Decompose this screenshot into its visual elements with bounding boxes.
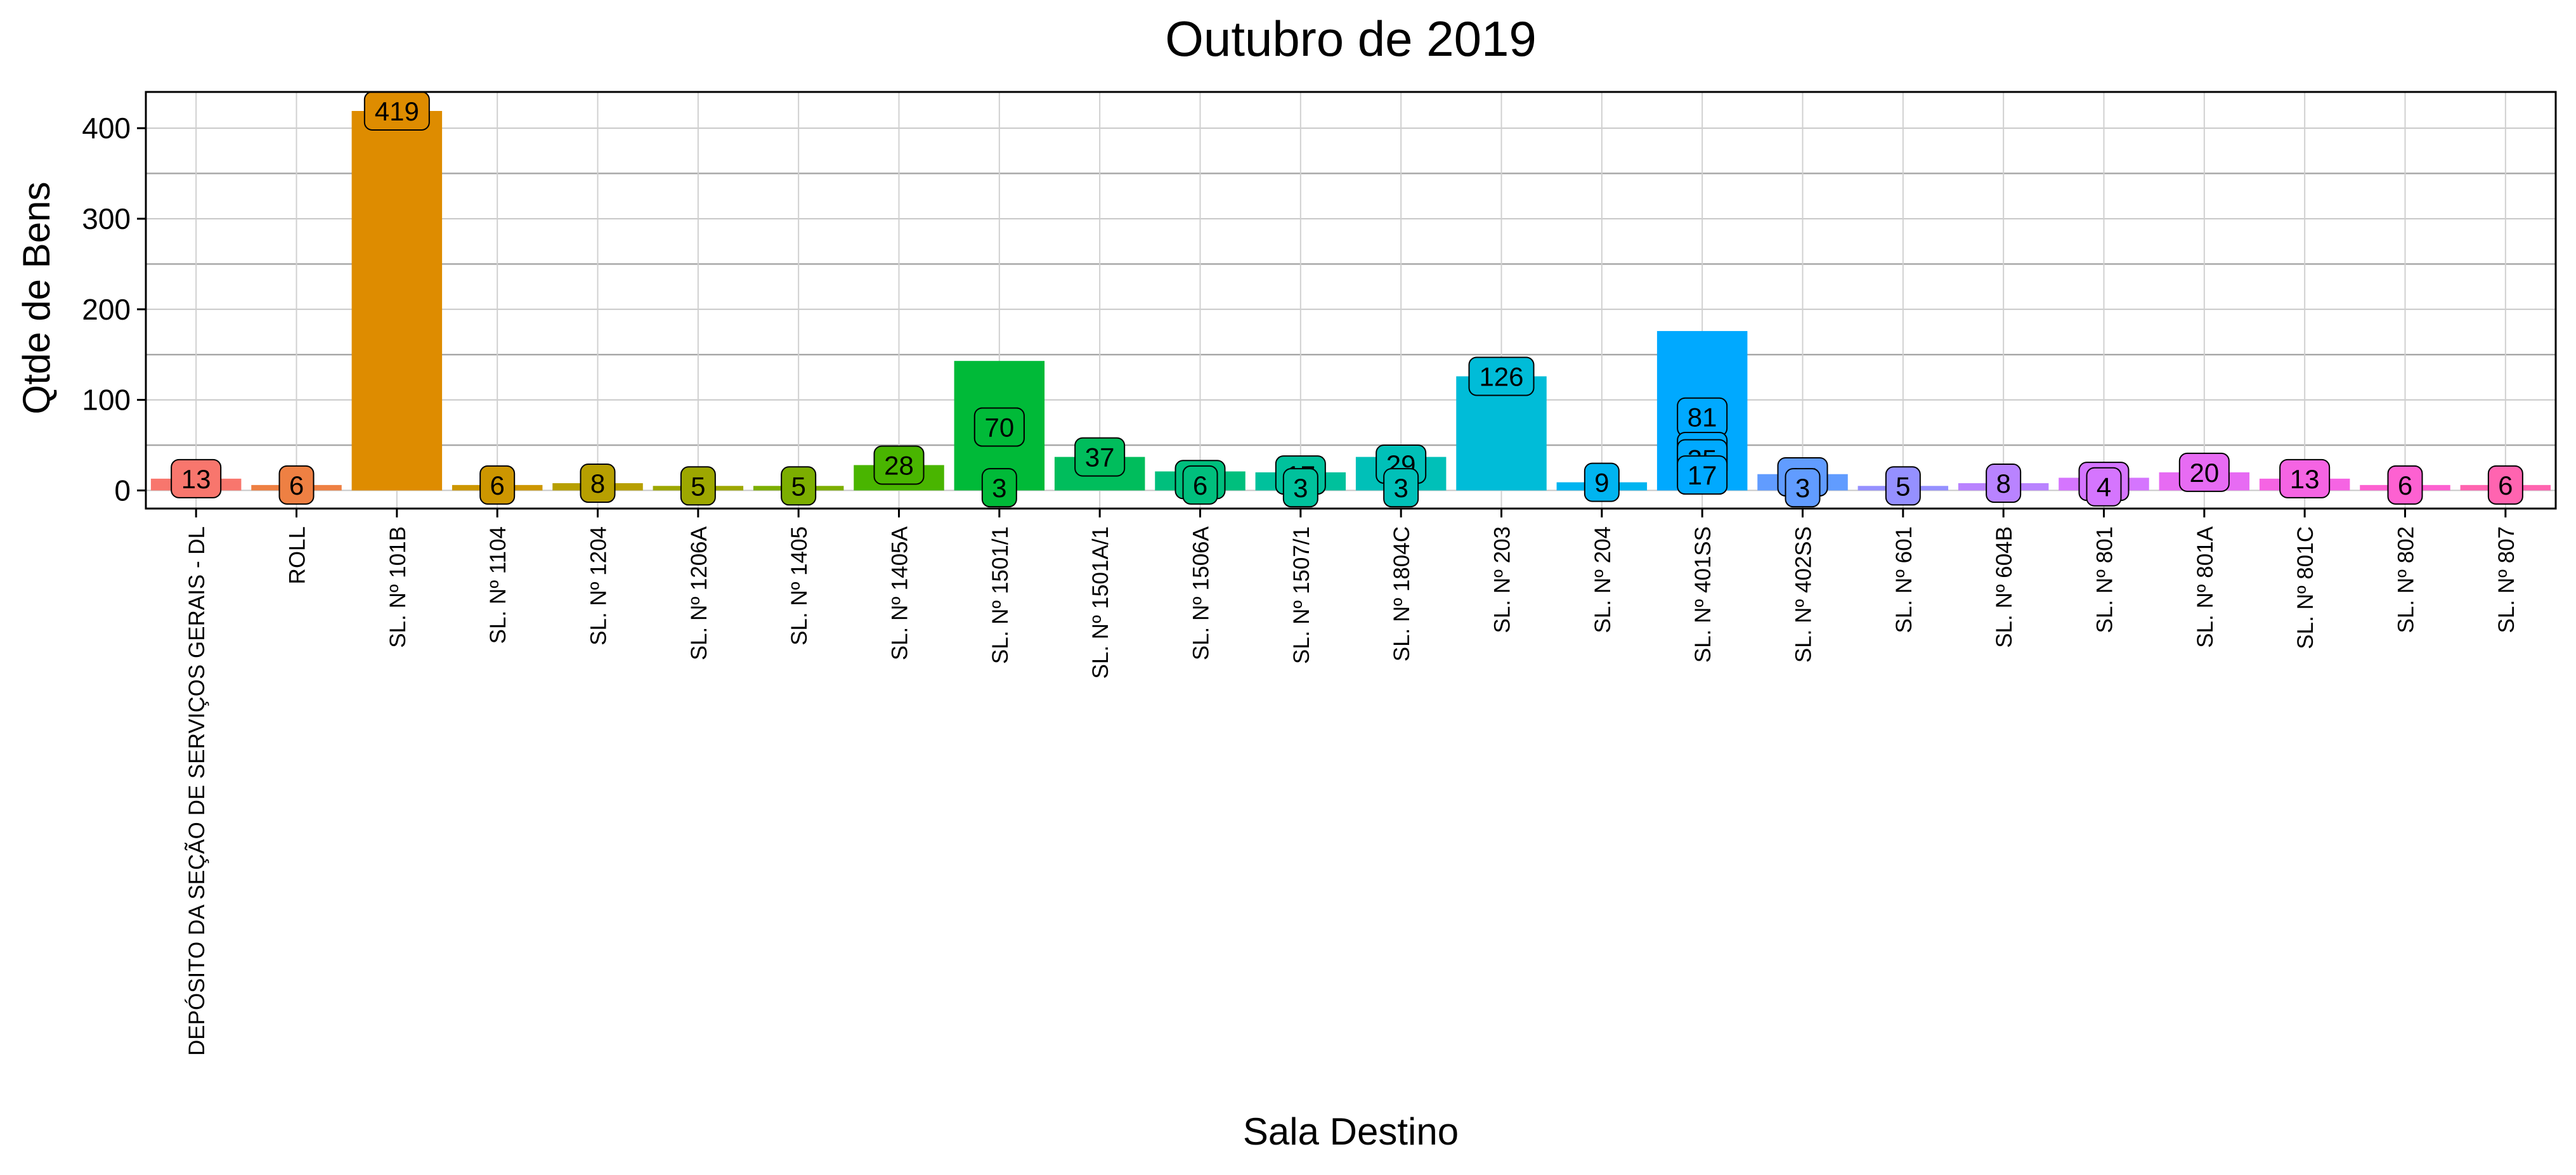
y-axis-title: Qtde de Bens — [15, 182, 58, 415]
data-label: 70 — [984, 412, 1014, 442]
grid — [146, 92, 2556, 509]
data-labels: 1364196855287070337126173293126981433517… — [171, 91, 2523, 508]
x-tick-label: SL. Nº 401SS — [1691, 526, 1715, 663]
x-tick-label: SL. Nº 802 — [2394, 526, 2419, 633]
data-label-box — [1885, 466, 1921, 506]
x-tick-label: SL. Nº 604B — [1992, 526, 2017, 648]
x-tick-label: SL. Nº 402SS — [1792, 526, 1816, 663]
data-label: 3 — [1293, 473, 1308, 503]
data-label-box — [1182, 465, 1218, 505]
data-label-box — [171, 458, 222, 498]
chart-title: Outubro de 2019 — [1165, 11, 1536, 67]
data-label: 13 — [181, 464, 211, 494]
x-tick-label: SL. Nº 1405A — [888, 526, 913, 660]
data-label-box — [1584, 462, 1620, 502]
data-label-box — [2178, 452, 2230, 492]
x-tick-label: DEPÓSITO DA SEÇÃO DE SERVIÇOS GERAIS - D… — [185, 526, 209, 1056]
data-label: 3 — [1393, 473, 1408, 503]
data-label-box — [873, 445, 925, 485]
data-label: 6 — [1193, 471, 1207, 500]
x-tick-label: SL. Nº 601 — [1892, 526, 1916, 633]
x-tick-label: SL. Nº 801 — [2093, 526, 2117, 633]
data-label-box — [973, 407, 1025, 447]
x-tick-label: SL. Nº 1506A — [1189, 526, 1214, 660]
data-label-box — [479, 465, 516, 505]
data-label-box — [1468, 356, 1535, 396]
data-label: 5 — [791, 471, 805, 501]
data-label: 6 — [490, 471, 504, 500]
data-label: 3 — [992, 473, 1006, 503]
x-tick-label: SL. Nº 1206A — [687, 526, 712, 660]
data-label-box — [1383, 468, 1419, 508]
data-label-box — [1986, 464, 2022, 503]
plot-border — [145, 91, 2557, 510]
x-axis-title: Sala Destino — [1243, 1110, 1459, 1153]
data-label: 5 — [691, 471, 705, 501]
bars — [150, 110, 2551, 491]
data-label-box — [781, 466, 817, 506]
data-label: 3 — [1795, 473, 1810, 503]
y-tick-label: 100 — [82, 384, 131, 417]
x-tick-label: SL. Nº 807 — [2494, 526, 2519, 633]
data-label-box — [2387, 465, 2423, 505]
data-label: 28 — [884, 450, 914, 480]
data-label: 126 — [1479, 361, 1523, 391]
data-label: 6 — [289, 471, 304, 500]
data-label: 13 — [2290, 464, 2320, 494]
data-label-box — [2279, 458, 2331, 498]
x-axis: DEPÓSITO DA SEÇÃO DE SERVIÇOS GERAIS - D… — [185, 509, 2519, 1056]
y-tick-label: 0 — [114, 474, 131, 507]
x-tick-label: SL. Nº 1104 — [486, 526, 511, 644]
data-label: 81 — [1688, 403, 1717, 432]
data-label-box — [2086, 467, 2122, 507]
data-label-box — [981, 468, 1017, 508]
data-label-box — [1282, 468, 1318, 508]
data-label: 4 — [2097, 472, 2111, 502]
data-label: 9 — [1594, 468, 1609, 498]
x-tick-label: SL. Nº 203 — [1490, 526, 1515, 633]
x-tick-label: SL. Nº 101B — [386, 526, 410, 648]
x-tick-label: ROLL — [285, 526, 310, 584]
data-label: 17 — [1688, 460, 1717, 490]
x-tick-label: SL. Nº 1204 — [587, 526, 611, 646]
data-label-box — [278, 465, 315, 505]
data-label: 8 — [1996, 469, 2010, 498]
data-label: 6 — [2498, 471, 2513, 500]
x-tick-label: SL. Nº 1507/1 — [1289, 526, 1314, 664]
data-label: 37 — [1085, 443, 1115, 472]
data-label-box — [680, 466, 716, 506]
data-label-box — [1785, 468, 1821, 508]
data-label-box — [1677, 455, 1728, 495]
x-tick-label: SL. Nº 204 — [1590, 526, 1615, 633]
bar — [351, 110, 443, 491]
data-label-box — [2487, 465, 2523, 505]
data-label-box — [1074, 437, 1126, 477]
y-axis: 0 100 200 300 400 — [82, 112, 146, 507]
y-tick-label: 300 — [82, 202, 131, 235]
x-tick-label: SL. Nº 1501A/1 — [1088, 526, 1113, 678]
data-label: 419 — [375, 96, 419, 126]
x-tick-label: SL. Nº 801C — [2293, 526, 2318, 649]
y-tick-label: 400 — [82, 112, 131, 145]
data-label: 20 — [2189, 458, 2219, 488]
data-label: 6 — [2398, 471, 2412, 500]
y-tick-label: 200 — [82, 293, 131, 326]
data-label: 5 — [1896, 471, 1910, 501]
x-tick-label: SL. Nº 1804C — [1389, 526, 1414, 661]
data-label: 8 — [590, 469, 605, 498]
data-label-box — [580, 464, 616, 503]
x-tick-label: SL. Nº 1405 — [787, 526, 812, 646]
x-tick-label: SL. Nº 801A — [2193, 526, 2218, 647]
x-tick-label: SL. Nº 1501/1 — [988, 526, 1013, 664]
